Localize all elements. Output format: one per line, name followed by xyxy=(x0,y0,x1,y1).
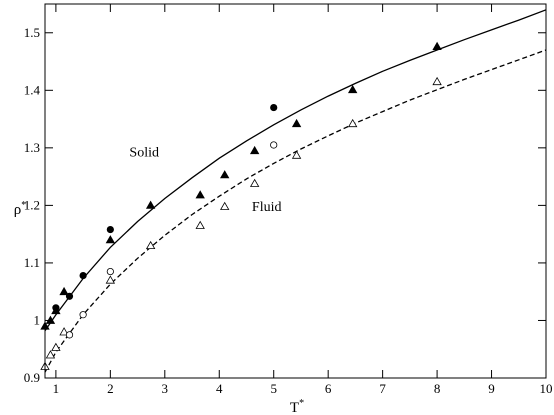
annotation-solid: Solid xyxy=(129,145,159,160)
x-tick-label: 6 xyxy=(325,381,332,396)
y-tick-label: 1.1 xyxy=(24,255,40,270)
plot-frame xyxy=(44,3,547,379)
data-markers xyxy=(40,41,442,370)
solid-triangle-point xyxy=(220,170,230,179)
fluid-triangle-point xyxy=(220,201,230,210)
solid-circle-point xyxy=(52,304,60,312)
fluid-triangle-point xyxy=(51,342,61,351)
y-tick-label: 1.2 xyxy=(24,197,40,212)
fluid-triangle-point xyxy=(145,240,156,250)
y-tick-label: 1.4 xyxy=(24,82,41,97)
x-tick-label: 7 xyxy=(379,381,386,396)
y-tick-label: 1.5 xyxy=(24,25,40,40)
x-tick-label: 9 xyxy=(488,381,495,396)
solid-circle-point xyxy=(65,292,74,300)
fluid-circle-point xyxy=(65,331,74,339)
solid-circle-point xyxy=(106,225,114,234)
solid-triangle-point xyxy=(105,235,116,244)
fluid-triangle-point xyxy=(291,150,302,159)
solid-fit-curve xyxy=(45,9,546,332)
solid-triangle-point xyxy=(195,190,205,199)
fluid-triangle-point xyxy=(249,178,260,187)
solid-triangle-point xyxy=(347,84,358,94)
fluid-triangle-point xyxy=(45,350,56,359)
y-tick-label: 0.9 xyxy=(24,370,40,385)
fluid-circle-point xyxy=(270,141,278,149)
solid-circle-point xyxy=(79,271,87,280)
solid-circle-point xyxy=(270,103,278,112)
fluid-circle-point xyxy=(79,311,87,319)
solid-triangle-point xyxy=(291,118,302,128)
x-tick-label: 3 xyxy=(162,381,169,396)
solid-triangle-point xyxy=(145,200,156,209)
fit-curves xyxy=(45,9,546,373)
fluid-triangle-point xyxy=(195,220,205,229)
annotation-fluid: Fluid xyxy=(252,200,282,215)
x-tick-label: 4 xyxy=(216,381,223,396)
fluid-triangle-point xyxy=(105,275,116,284)
fluid-triangle-point xyxy=(432,76,442,86)
y-tick-label: 1.3 xyxy=(24,140,40,155)
fluid-triangle-point xyxy=(59,327,69,336)
x-tick-label: 2 xyxy=(107,381,114,396)
fluid-triangle-point xyxy=(347,118,358,128)
tick-labels: 1 2 3 4 5 6 7 8 9 10 0.9 1 1.1 1.2 1.3 1.4 1.5 xyxy=(24,25,553,396)
y-axis-label: ρ* xyxy=(14,200,27,218)
fluid-circle-point xyxy=(106,267,114,276)
x-axis-label: T* xyxy=(290,398,304,415)
fluid-fit-curve xyxy=(45,49,546,373)
solid-triangle-point xyxy=(59,286,69,296)
x-tick-label: 8 xyxy=(434,381,441,396)
y-tick-label: 1 xyxy=(34,312,41,327)
x-tick-label: 5 xyxy=(270,381,277,396)
x-tick-label: 10 xyxy=(540,381,553,396)
solid-triangle-point xyxy=(432,41,442,50)
axis-ticks xyxy=(45,4,547,379)
x-tick-label: 1 xyxy=(53,381,60,396)
solid-triangle-point xyxy=(249,145,260,155)
